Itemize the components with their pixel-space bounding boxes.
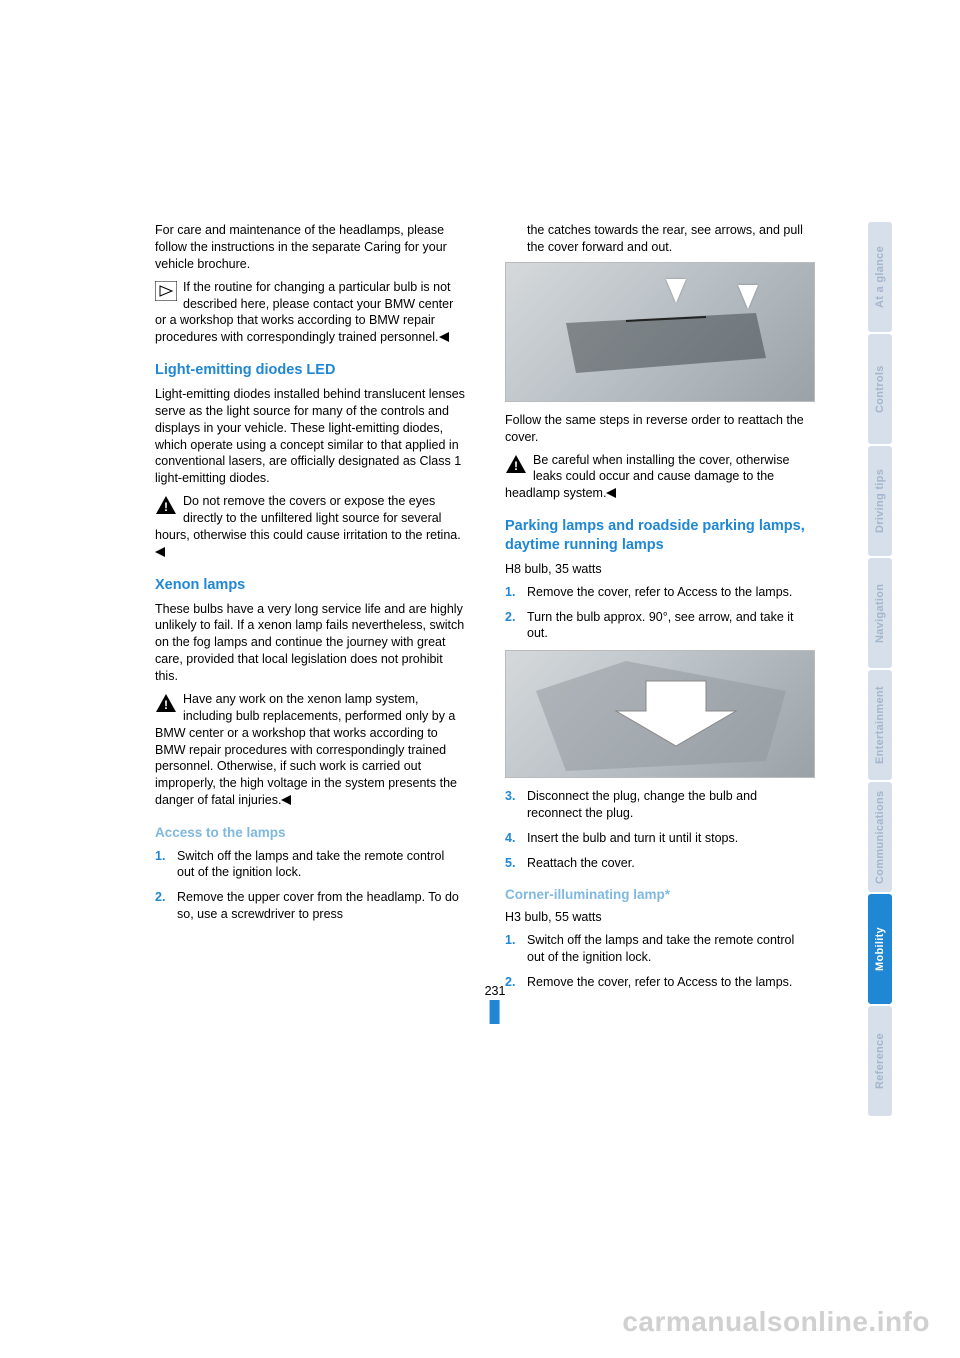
step-text: Switch off the lamps and take the remote… bbox=[527, 933, 794, 964]
warning-icon: ! bbox=[155, 693, 177, 713]
access-heading: Access to the lamps bbox=[155, 824, 465, 842]
tab-controls[interactable]: Controls bbox=[868, 334, 892, 444]
corner-bulb-spec: H3 bulb, 55 watts bbox=[505, 909, 815, 926]
tab-entertainment[interactable]: Entertainment bbox=[868, 670, 892, 780]
reattach-text: Follow the same steps in reverse order t… bbox=[505, 412, 815, 446]
info-note-text: If the routine for changing a particular… bbox=[155, 280, 453, 345]
end-mark-icon bbox=[606, 486, 616, 503]
svg-text:!: ! bbox=[164, 698, 168, 712]
list-item: 2.Remove the upper cover from the headla… bbox=[155, 889, 465, 923]
warning-icon: ! bbox=[155, 495, 177, 515]
tab-navigation[interactable]: Navigation bbox=[868, 558, 892, 668]
list-item: 2.Remove the cover, refer to Access to t… bbox=[505, 974, 815, 991]
page-number: 231 bbox=[485, 984, 506, 998]
list-item: 1.Switch off the lamps and take the remo… bbox=[505, 932, 815, 966]
step-text: Switch off the lamps and take the remote… bbox=[177, 849, 444, 880]
corner-heading: Corner-illuminating lamp* bbox=[505, 886, 815, 904]
list-item: 3.Disconnect the plug, change the bulb a… bbox=[505, 788, 815, 822]
end-mark-icon bbox=[439, 330, 449, 347]
info-icon bbox=[155, 281, 177, 301]
step-text: Remove the cover, refer to Access to the… bbox=[527, 585, 792, 599]
xenon-warning: ! Have any work on the xenon lamp system… bbox=[155, 691, 465, 810]
xenon-paragraph: These bulbs have a very long service lif… bbox=[155, 601, 465, 685]
led-paragraph: Light-emitting diodes installed behind t… bbox=[155, 386, 465, 487]
page-number-block: 231 bbox=[485, 984, 506, 1029]
section-tabs: At a glance Controls Driving tips Naviga… bbox=[868, 222, 892, 1118]
left-column: For care and maintenance of the headlamp… bbox=[155, 222, 465, 931]
watermark: carmanualsonline.info bbox=[622, 1306, 930, 1338]
led-warning: ! Do not remove the covers or expose the… bbox=[155, 493, 465, 562]
warning-icon: ! bbox=[505, 454, 527, 474]
tab-driving-tips[interactable]: Driving tips bbox=[868, 446, 892, 556]
step-text: Insert the bulb and turn it until it sto… bbox=[527, 831, 738, 845]
xenon-heading: Xenon lamps bbox=[155, 576, 465, 595]
led-warning-text: Do not remove the covers or expose the e… bbox=[155, 494, 461, 542]
step-text: Remove the cover, refer to Access to the… bbox=[527, 975, 792, 989]
parking-steps-bottom: 3.Disconnect the plug, change the bulb a… bbox=[505, 788, 815, 872]
step-text: Remove the upper cover from the headlamp… bbox=[177, 890, 459, 921]
page-marker bbox=[490, 1000, 500, 1024]
continuation-text: the catches towards the rear, see arrows… bbox=[505, 222, 815, 256]
tab-communications[interactable]: Communications bbox=[868, 782, 892, 892]
end-mark-icon bbox=[155, 545, 165, 562]
step-text: Reattach the cover. bbox=[527, 856, 635, 870]
step-text: Disconnect the plug, change the bulb and… bbox=[527, 789, 757, 820]
page-content: For care and maintenance of the headlamp… bbox=[155, 222, 835, 999]
access-steps: 1.Switch off the lamps and take the remo… bbox=[155, 848, 465, 924]
figure-cover-removal bbox=[505, 262, 815, 402]
info-note: If the routine for changing a particular… bbox=[155, 279, 465, 348]
end-mark-icon bbox=[281, 793, 291, 810]
parking-steps-top: 1.Remove the cover, refer to Access to t… bbox=[505, 584, 815, 643]
cover-warning-text: Be careful when installing the cover, ot… bbox=[505, 453, 789, 501]
svg-text:!: ! bbox=[514, 459, 518, 473]
figure-bulb-turn bbox=[505, 650, 815, 778]
list-item: 1.Switch off the lamps and take the remo… bbox=[155, 848, 465, 882]
list-item: 4.Insert the bulb and turn it until it s… bbox=[505, 830, 815, 847]
tab-reference[interactable]: Reference bbox=[868, 1006, 892, 1116]
corner-steps: 1.Switch off the lamps and take the remo… bbox=[505, 932, 815, 991]
step-text: Turn the bulb approx. 90°, see arrow, an… bbox=[527, 610, 794, 641]
svg-text:!: ! bbox=[164, 500, 168, 514]
right-column: the catches towards the rear, see arrows… bbox=[505, 222, 815, 999]
parking-bulb-spec: H8 bulb, 35 watts bbox=[505, 561, 815, 578]
list-item: 1.Remove the cover, refer to Access to t… bbox=[505, 584, 815, 601]
parking-heading: Parking lamps and roadside parking lamps… bbox=[505, 517, 815, 555]
list-item: 2.Turn the bulb approx. 90°, see arrow, … bbox=[505, 609, 815, 643]
intro-paragraph: For care and maintenance of the headlamp… bbox=[155, 222, 465, 273]
xenon-warning-text: Have any work on the xenon lamp system, … bbox=[155, 692, 457, 807]
led-heading: Light-emitting diodes LED bbox=[155, 361, 465, 380]
list-item: 5.Reattach the cover. bbox=[505, 855, 815, 872]
cover-warning: ! Be careful when installing the cover, … bbox=[505, 452, 815, 504]
tab-at-a-glance[interactable]: At a glance bbox=[868, 222, 892, 332]
tab-mobility[interactable]: Mobility bbox=[868, 894, 892, 1004]
